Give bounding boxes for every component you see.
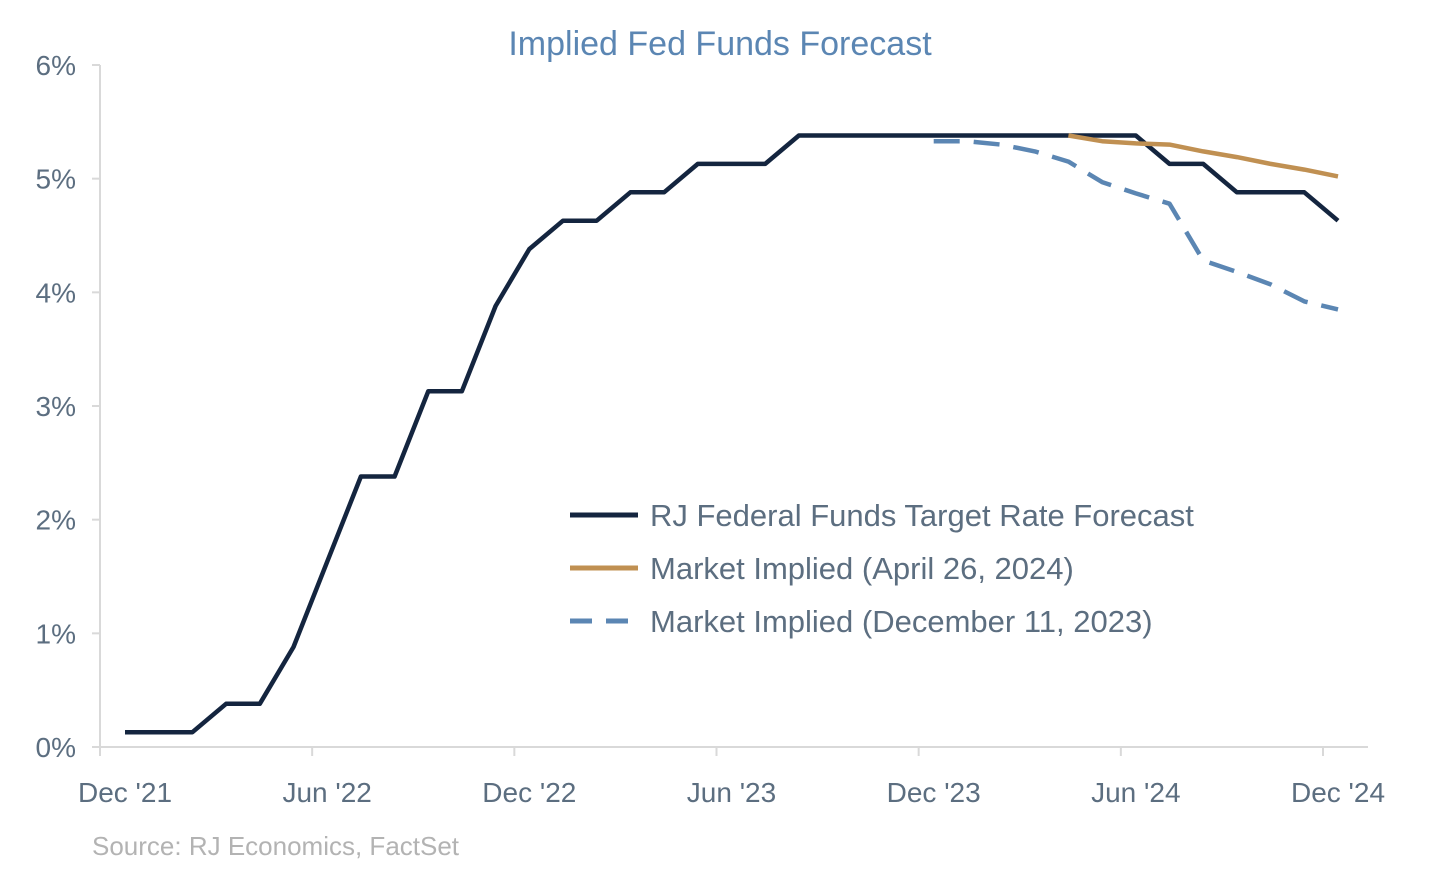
- y-tick-label: 5%: [36, 164, 76, 195]
- x-tick-label: Jun '22: [282, 777, 371, 808]
- legend-label: RJ Federal Funds Target Rate Forecast: [650, 498, 1194, 533]
- series-line-market-implied-apr-2024: [1068, 133, 1339, 179]
- legend-label: Market Implied (April 26, 2024): [650, 551, 1074, 586]
- series-layer: [125, 133, 1340, 735]
- series-line-rj-forecast: [125, 133, 1340, 735]
- x-tick-label: Jun '24: [1091, 777, 1180, 808]
- y-tick-label: 2%: [36, 505, 76, 536]
- source-note: Source: RJ Economics, FactSet: [92, 831, 460, 861]
- legend: RJ Federal Funds Target Rate Forecast Mar…: [570, 498, 1194, 639]
- y-tick-label: 0%: [36, 732, 76, 763]
- legend-item-market-implied-apr-2024: Market Implied (April 26, 2024): [570, 551, 1074, 586]
- x-tick-label: Dec '24: [1291, 777, 1385, 808]
- y-tick-label: 3%: [36, 391, 76, 422]
- series-line-market-implied-dec-2023: [933, 138, 1339, 312]
- series-rj-forecast: [125, 133, 1340, 735]
- x-tick-label: Jun '23: [687, 777, 776, 808]
- legend-item-market-implied-dec-2023: Market Implied (December 11, 2023): [570, 604, 1153, 639]
- series-market-implied-dec-2023: [933, 138, 1339, 312]
- y-tick-label: 4%: [36, 277, 76, 308]
- legend-label: Market Implied (December 11, 2023): [650, 604, 1153, 639]
- axes: 0% 1% 2% 3% 4% 5% 6% Dec '21 Jun '22 Dec '22 Jun '…: [36, 50, 1386, 808]
- y-tick-label: 1%: [36, 618, 76, 649]
- series-market-implied-apr-2024: [1068, 133, 1339, 179]
- x-tick-label: Dec '21: [78, 777, 172, 808]
- x-tick-label: Dec '22: [482, 777, 576, 808]
- x-tick-label: Dec '23: [887, 777, 981, 808]
- legend-item-rj-forecast: RJ Federal Funds Target Rate Forecast: [570, 498, 1194, 533]
- chart-title: Implied Fed Funds Forecast: [508, 25, 932, 63]
- y-tick-label: 6%: [36, 50, 76, 81]
